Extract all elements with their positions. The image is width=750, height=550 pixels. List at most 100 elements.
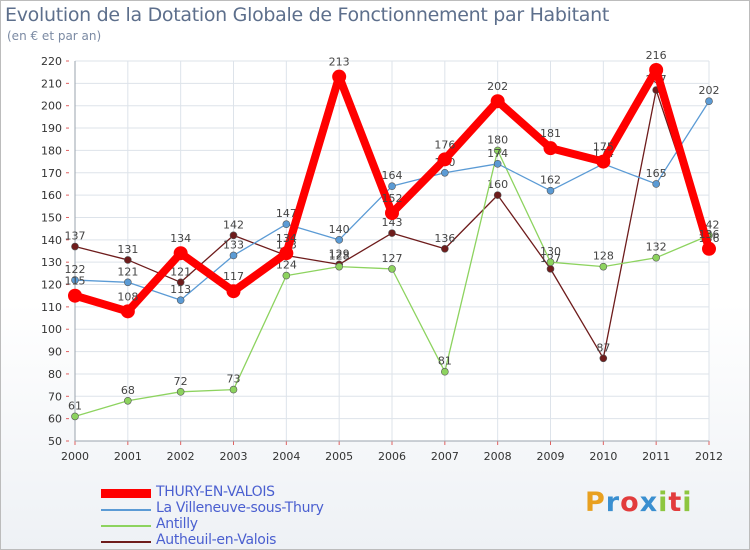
data-label-la-villeneuve-sous-thury-2006: 164 [382,169,403,182]
brand-letter: o [620,487,640,518]
y-tick-label-120: 120 [41,279,62,292]
data-label-autheuil-en-valois-2003: 142 [223,218,244,231]
data-label-antilly-2005: 128 [329,250,350,263]
x-tick-label-2001: 2001 [114,450,142,463]
data-label-la-villeneuve-sous-thury-2005: 140 [329,223,350,236]
data-point-thury-en-valois-2002 [173,246,188,261]
legend-swatch-autheuil [101,541,151,543]
data-label-autheuil-en-valois-2010: 87 [596,341,610,354]
x-tick-label-2003: 2003 [220,450,248,463]
y-tick-label-160: 160 [41,189,62,202]
data-label-thury-en-valois-2006: 152 [382,192,403,205]
legend-label-antilly: Antilly [156,516,198,532]
legend-swatch-antilly [101,525,151,527]
y-tick-label-110: 110 [41,301,62,314]
brand-letter: r [605,487,621,518]
data-label-thury-en-valois-2002: 134 [170,232,191,245]
data-label-thury-en-valois-2004: 134 [276,232,297,245]
data-label-autheuil-en-valois-2008: 160 [487,178,508,191]
data-point-la-villeneuve-sous-thury-2000 [71,276,79,284]
data-point-antilly-2004 [282,271,291,280]
data-point-thury-en-valois-2007 [437,152,452,167]
data-point-antilly-2010 [599,262,608,271]
y-tick-label-130: 130 [41,256,62,269]
y-tick-label-200: 200 [41,100,62,113]
data-label-antilly-2003: 73 [227,373,241,386]
data-label-antilly-2011: 132 [646,241,667,254]
y-tick-label-190: 190 [41,122,62,135]
data-point-la-villeneuve-sous-thury-2008 [493,160,502,168]
y-tick-label-220: 220 [41,55,62,68]
data-point-autheuil-en-valois-2007 [441,244,449,253]
y-tick-label-90: 90 [48,346,62,359]
data-point-thury-en-valois-2004 [279,246,294,261]
data-label-thury-en-valois-2000: 115 [65,275,86,288]
data-point-autheuil-en-valois-2006 [388,229,396,237]
x-tick-label-2008: 2008 [484,450,512,463]
data-point-antilly-2002 [176,388,185,396]
legend-swatch-thury [101,489,151,498]
x-tick-label-2009: 2009 [537,450,565,463]
x-tick-label-2006: 2006 [378,450,406,463]
data-point-antilly-2007 [441,367,449,376]
data-label-la-villeneuve-sous-thury-2000: 122 [65,263,86,276]
data-point-la-villeneuve-sous-thury-2003 [229,251,238,260]
data-point-la-villeneuve-sous-thury-2011 [652,180,660,188]
legend-item-antilly: Antilly [101,516,421,533]
data-label-thury-en-valois-2007: 176 [434,138,455,151]
legend-swatch-villeneuve [101,509,151,511]
data-label-autheuil-en-valois-2006: 143 [382,216,403,229]
brand-letter: P [585,487,606,518]
legend-item-villeneuve: La Villeneuve-sous-Thury [101,500,421,517]
data-point-antilly-2005 [335,262,343,271]
y-tick-label-60: 60 [48,413,62,426]
y-tick-label-180: 180 [41,144,62,157]
data-point-la-villeneuve-sous-thury-2006 [388,182,396,190]
legend-item-thury: THURY-EN-VALOIS [101,484,421,501]
data-point-thury-en-valois-2001 [120,304,135,319]
y-tick-label-210: 210 [41,77,62,90]
data-label-autheuil-en-valois-2007: 136 [434,232,455,245]
x-tick-label-2005: 2005 [325,450,353,463]
data-point-autheuil-en-valois-2009 [546,265,555,273]
data-label-autheuil-en-valois-2005: 129 [329,247,350,260]
data-point-autheuil-en-valois-2002 [176,278,185,287]
y-tick-label-150: 150 [41,211,62,224]
data-label-thury-en-valois-2001: 108 [117,290,138,303]
data-point-autheuil-en-valois-2003 [229,231,238,240]
x-tick-label-2002: 2002 [167,450,195,463]
data-label-thury-en-valois-2008: 202 [487,80,508,93]
data-point-antilly-2008 [493,146,502,155]
data-label-thury-en-valois-2011: 216 [646,49,667,62]
y-tick-label-50: 50 [48,435,62,448]
y-tick-label-80: 80 [48,368,62,381]
data-point-thury-en-valois-2012 [702,241,716,256]
data-label-autheuil-en-valois-2001: 131 [117,243,138,256]
data-label-la-villeneuve-sous-thury-2001: 121 [117,265,138,278]
data-point-autheuil-en-valois-2008 [493,191,502,199]
data-label-autheuil-en-valois-2000: 137 [65,230,86,243]
data-label-antilly-2008: 180 [487,133,508,146]
data-label-antilly-2009: 130 [540,245,561,258]
data-label-la-villeneuve-sous-thury-2009: 162 [540,174,561,187]
data-point-la-villeneuve-sous-thury-2002 [176,296,185,304]
data-point-antilly-2011 [652,253,660,262]
data-point-antilly-2009 [546,258,555,266]
y-tick-label-170: 170 [41,167,62,180]
legend-label-villeneuve: La Villeneuve-sous-Thury [156,500,324,516]
chart-subtitle: (en € et par an) [7,29,102,43]
data-point-la-villeneuve-sous-thury-2005 [335,236,343,244]
chart-title: Evolution de la Dotation Globale de Fonc… [5,4,610,26]
data-point-antilly-2001 [124,396,132,405]
data-point-thury-en-valois-2005 [332,69,347,84]
data-point-antilly-2006 [388,265,396,273]
x-tick-label-2000: 2000 [61,450,89,463]
data-label-autheuil-en-valois-2002: 121 [170,265,191,278]
data-point-thury-en-valois-2010 [596,154,611,169]
data-point-la-villeneuve-sous-thury-2001 [124,278,132,287]
x-tick-label-2007: 2007 [431,450,459,463]
x-tick-label-2011: 2011 [642,450,670,463]
data-point-antilly-2000 [71,412,79,421]
